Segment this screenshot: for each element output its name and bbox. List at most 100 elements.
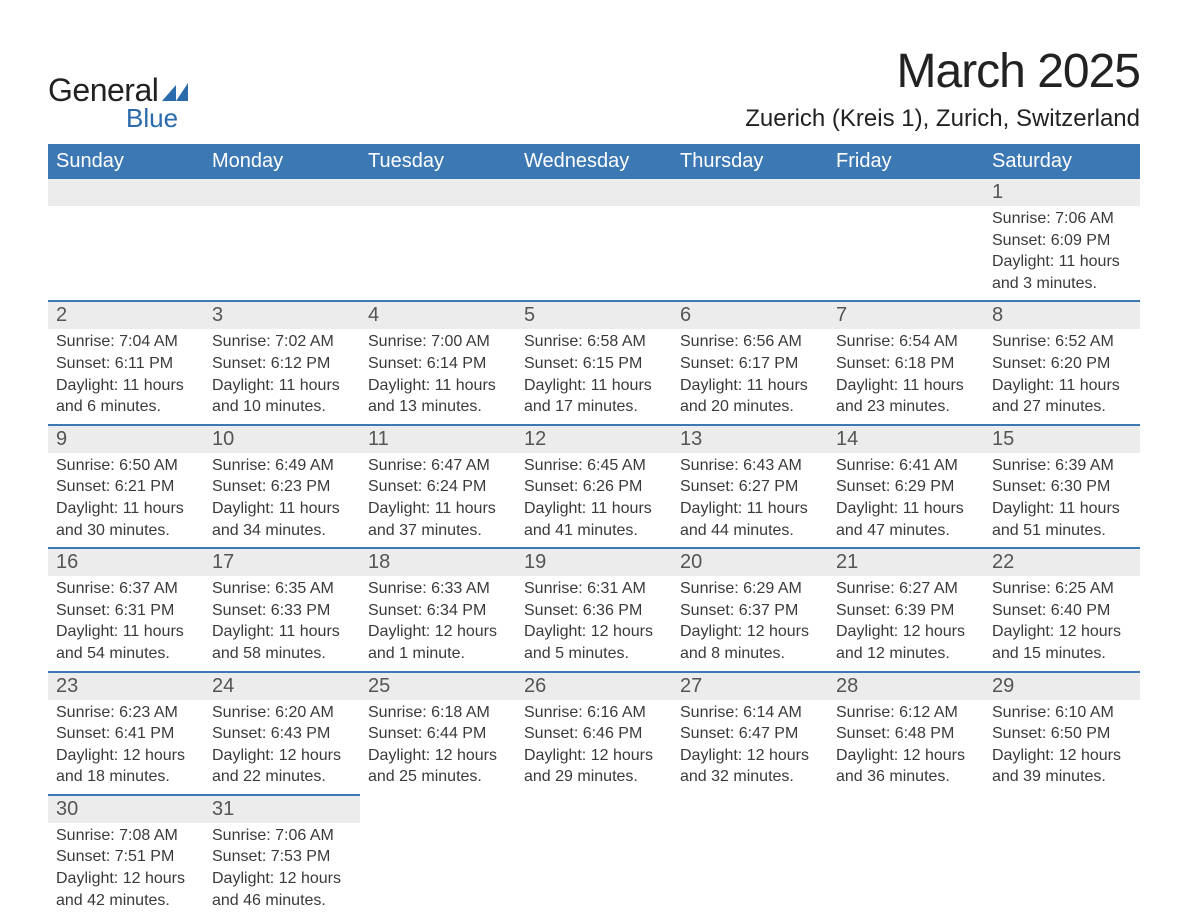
calendar-day-cell: 31Sunrise: 7:06 AMSunset: 7:53 PMDayligh… xyxy=(204,795,360,917)
calendar-day-cell xyxy=(984,795,1140,917)
day-number: 7 xyxy=(828,302,984,329)
day-number: 31 xyxy=(204,796,360,823)
calendar-day-cell: 7Sunrise: 6:54 AMSunset: 6:18 PMDaylight… xyxy=(828,301,984,424)
sunrise-label: Sunrise: xyxy=(56,333,119,350)
calendar-day-cell xyxy=(516,179,672,301)
daylight-label: Daylight: xyxy=(56,500,123,517)
sunrise-value: 6:43 AM xyxy=(743,457,802,474)
day-number: 1 xyxy=(984,179,1140,206)
day-number: 26 xyxy=(516,673,672,700)
calendar-week-row: 9Sunrise: 6:50 AMSunset: 6:21 PMDaylight… xyxy=(48,425,1140,548)
calendar-day-cell xyxy=(204,179,360,301)
calendar-day-cell: 22Sunrise: 6:25 AMSunset: 6:40 PMDayligh… xyxy=(984,548,1140,671)
sunrise-label: Sunrise: xyxy=(56,580,119,597)
calendar-day-cell: 17Sunrise: 6:35 AMSunset: 6:33 PMDayligh… xyxy=(204,548,360,671)
day-number: 14 xyxy=(828,426,984,453)
location-title: Zuerich (Kreis 1), Zurich, Switzerland xyxy=(745,105,1140,133)
logo-icon xyxy=(162,81,190,101)
day-data: Sunrise: 7:08 AMSunset: 7:51 PMDaylight:… xyxy=(48,823,204,917)
sunset-value: 6:18 PM xyxy=(895,355,955,372)
sunset-value: 6:20 PM xyxy=(1051,355,1111,372)
sunrise-label: Sunrise: xyxy=(368,457,431,474)
header: General Blue March 2025 Zuerich (Kreis 1… xyxy=(48,44,1140,134)
sunrise-label: Sunrise: xyxy=(992,333,1055,350)
sunrise-value: 6:56 AM xyxy=(743,333,802,350)
daylight-label: Daylight: xyxy=(992,623,1059,640)
calendar-day-cell: 2Sunrise: 7:04 AMSunset: 6:11 PMDaylight… xyxy=(48,301,204,424)
day-number: 11 xyxy=(360,426,516,453)
sunrise-label: Sunrise: xyxy=(524,333,587,350)
sunset-label: Sunset: xyxy=(680,478,739,495)
sunrise-label: Sunrise: xyxy=(56,704,119,721)
sunrise-label: Sunrise: xyxy=(368,333,431,350)
day-number: 24 xyxy=(204,673,360,700)
sunset-label: Sunset: xyxy=(680,725,739,742)
sunrise-value: 6:10 AM xyxy=(1055,704,1114,721)
sunset-value: 6:24 PM xyxy=(427,478,487,495)
sunset-label: Sunset: xyxy=(680,355,739,372)
daylight-label: Daylight: xyxy=(524,623,591,640)
day-data xyxy=(204,206,360,278)
calendar-day-cell: 5Sunrise: 6:58 AMSunset: 6:15 PMDaylight… xyxy=(516,301,672,424)
sunset-value: 6:36 PM xyxy=(583,602,643,619)
day-data xyxy=(516,822,672,894)
day-data: Sunrise: 6:20 AMSunset: 6:43 PMDaylight:… xyxy=(204,700,360,794)
sunrise-value: 6:12 AM xyxy=(899,704,958,721)
calendar-day-cell: 30Sunrise: 7:08 AMSunset: 7:51 PMDayligh… xyxy=(48,795,204,917)
daylight-label: Daylight: xyxy=(680,377,747,394)
sunset-value: 6:41 PM xyxy=(115,725,175,742)
sunrise-value: 6:16 AM xyxy=(587,704,646,721)
day-number: 8 xyxy=(984,302,1140,329)
day-number: 20 xyxy=(672,549,828,576)
sunrise-label: Sunrise: xyxy=(524,580,587,597)
weekday-header: Friday xyxy=(828,144,984,179)
day-number: 23 xyxy=(48,673,204,700)
sunrise-value: 6:20 AM xyxy=(275,704,334,721)
calendar-day-cell xyxy=(672,795,828,917)
day-number: 19 xyxy=(516,549,672,576)
day-number: 10 xyxy=(204,426,360,453)
day-number: 27 xyxy=(672,673,828,700)
sunset-label: Sunset: xyxy=(368,478,427,495)
day-data: Sunrise: 6:25 AMSunset: 6:40 PMDaylight:… xyxy=(984,576,1140,670)
calendar-day-cell: 6Sunrise: 6:56 AMSunset: 6:17 PMDaylight… xyxy=(672,301,828,424)
sunset-value: 6:26 PM xyxy=(583,478,643,495)
sunset-value: 6:34 PM xyxy=(427,602,487,619)
calendar-day-cell: 27Sunrise: 6:14 AMSunset: 6:47 PMDayligh… xyxy=(672,672,828,795)
calendar-day-cell xyxy=(828,795,984,917)
day-number: 6 xyxy=(672,302,828,329)
sunset-label: Sunset: xyxy=(212,848,271,865)
sunrise-value: 7:04 AM xyxy=(119,333,178,350)
day-data: Sunrise: 6:10 AMSunset: 6:50 PMDaylight:… xyxy=(984,700,1140,794)
day-number: 21 xyxy=(828,549,984,576)
sunrise-value: 6:49 AM xyxy=(275,457,334,474)
sunrise-value: 6:23 AM xyxy=(119,704,178,721)
daylight-label: Daylight: xyxy=(524,747,591,764)
sunrise-label: Sunrise: xyxy=(836,457,899,474)
sunset-value: 6:11 PM xyxy=(115,355,173,372)
daylight-label: Daylight: xyxy=(836,747,903,764)
day-data: Sunrise: 6:16 AMSunset: 6:46 PMDaylight:… xyxy=(516,700,672,794)
day-data: Sunrise: 6:18 AMSunset: 6:44 PMDaylight:… xyxy=(360,700,516,794)
calendar-day-cell: 25Sunrise: 6:18 AMSunset: 6:44 PMDayligh… xyxy=(360,672,516,795)
day-data: Sunrise: 6:50 AMSunset: 6:21 PMDaylight:… xyxy=(48,453,204,547)
sunrise-label: Sunrise: xyxy=(680,333,743,350)
weekday-header: Monday xyxy=(204,144,360,179)
day-data: Sunrise: 6:56 AMSunset: 6:17 PMDaylight:… xyxy=(672,329,828,423)
daylight-label: Daylight: xyxy=(836,377,903,394)
sunset-label: Sunset: xyxy=(992,602,1051,619)
sunrise-label: Sunrise: xyxy=(680,704,743,721)
sunset-label: Sunset: xyxy=(524,478,583,495)
sunrise-label: Sunrise: xyxy=(992,580,1055,597)
daylight-label: Daylight: xyxy=(836,623,903,640)
calendar-day-cell: 8Sunrise: 6:52 AMSunset: 6:20 PMDaylight… xyxy=(984,301,1140,424)
daylight-label: Daylight: xyxy=(524,500,591,517)
sunrise-value: 7:02 AM xyxy=(275,333,334,350)
sunrise-value: 7:06 AM xyxy=(1055,210,1114,227)
day-data: Sunrise: 7:06 AMSunset: 6:09 PMDaylight:… xyxy=(984,206,1140,300)
day-number: 25 xyxy=(360,673,516,700)
day-data: Sunrise: 6:54 AMSunset: 6:18 PMDaylight:… xyxy=(828,329,984,423)
sunrise-value: 6:18 AM xyxy=(431,704,490,721)
sunset-value: 6:50 PM xyxy=(1051,725,1111,742)
sunset-value: 6:12 PM xyxy=(271,355,331,372)
